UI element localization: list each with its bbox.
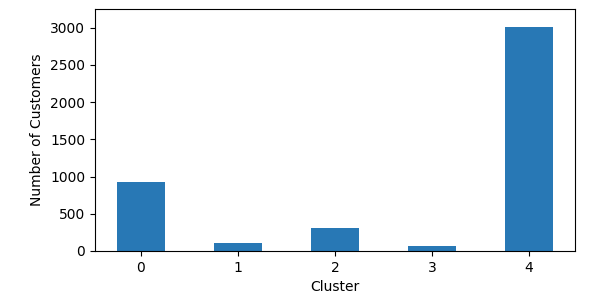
Y-axis label: Number of Customers: Number of Customers: [30, 54, 44, 206]
X-axis label: Cluster: Cluster: [310, 280, 360, 294]
Bar: [505, 27, 553, 251]
Bar: [213, 244, 262, 251]
Bar: [117, 182, 165, 251]
Bar: [311, 228, 359, 251]
Bar: [408, 246, 457, 251]
